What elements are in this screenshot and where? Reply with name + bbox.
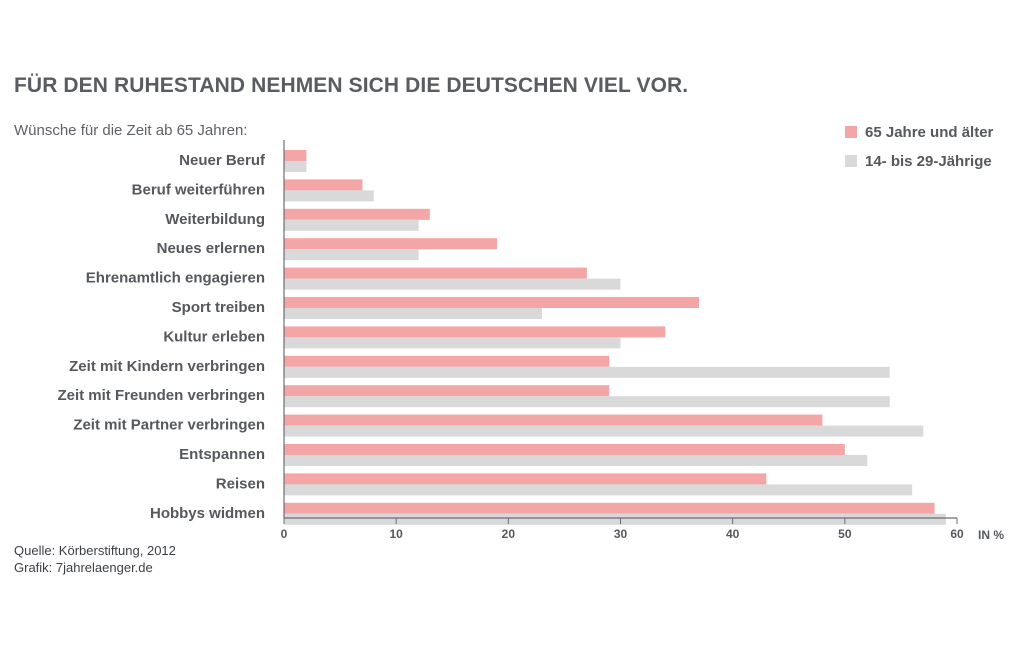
- x-tick-label: 60: [950, 527, 964, 541]
- bar-older-ehrenamtlich-engagieren: [284, 267, 587, 279]
- bar-older-zeit-mit-kindern-verbringen: [284, 355, 610, 367]
- bar-younger-zeit-mit-freunden-verbringen: [284, 396, 890, 408]
- bar-younger-zeit-mit-partner-verbringen: [284, 425, 924, 437]
- bar-older-neuer-beruf: [284, 150, 307, 161]
- source-note: Quelle: Körberstiftung, 2012 Grafik: 7ja…: [14, 542, 176, 576]
- category-label: Sport treiben: [172, 299, 265, 316]
- legend: 65 Jahre und älter 14- bis 29-Jährige: [845, 122, 993, 180]
- category-label: Beruf weiterführen: [132, 181, 265, 198]
- source-text: Quelle: Körberstiftung, 2012: [14, 543, 176, 558]
- bar-older-entspannen: [284, 444, 845, 455]
- bar-younger-neues-erlernen: [284, 249, 419, 261]
- bar-younger-entspannen: [284, 455, 868, 466]
- bar-younger-reisen: [284, 484, 913, 496]
- bar-older-beruf-weiterf-hren: [284, 179, 363, 191]
- bar-younger-zeit-mit-kindern-verbringen: [284, 366, 890, 378]
- legend-item-younger: 14- bis 29-Jährige: [845, 151, 993, 171]
- category-label: Kultur erleben: [163, 328, 265, 345]
- x-tick-label: 50: [838, 527, 852, 541]
- category-label: Entspannen: [179, 446, 265, 463]
- bar-older-hobbys-widmen: [284, 502, 935, 514]
- bar-older-kultur-erleben: [284, 326, 666, 338]
- bar-older-reisen: [284, 473, 767, 485]
- bar-younger-ehrenamtlich-engagieren: [284, 278, 621, 290]
- category-label: Hobbys widmen: [150, 505, 265, 522]
- bar-younger-neuer-beruf: [284, 161, 307, 172]
- bar-younger-weiterbildung: [284, 219, 419, 231]
- bar-older-sport-treiben: [284, 297, 700, 308]
- bar-older-zeit-mit-partner-verbringen: [284, 414, 823, 426]
- category-label: Reisen: [216, 475, 265, 492]
- chart-title: FÜR DEN RUHESTAND NEHMEN SICH DIE DEUTSC…: [14, 74, 689, 97]
- bar-younger-kultur-erleben: [284, 337, 621, 349]
- credit-text: Grafik: 7jahrelaenger.de: [14, 560, 153, 575]
- x-tick-label: 0: [281, 527, 288, 541]
- legend-swatch-younger: [845, 155, 857, 167]
- category-label: Zeit mit Partner verbringen: [73, 417, 265, 434]
- legend-swatch-older: [845, 126, 857, 138]
- legend-label-younger: 14- bis 29-Jährige: [865, 152, 992, 170]
- category-label: Neuer Beruf: [179, 152, 266, 169]
- x-axis-label: IN %: [978, 528, 1004, 542]
- x-tick-label: 10: [389, 527, 403, 541]
- category-label: Zeit mit Freunden verbringen: [57, 387, 265, 404]
- category-label: Neues erlernen: [157, 240, 265, 257]
- legend-item-older: 65 Jahre und älter: [845, 122, 993, 142]
- x-tick-label: 30: [614, 527, 628, 541]
- category-label: Zeit mit Kindern verbringen: [69, 358, 265, 375]
- bar-younger-beruf-weiterf-hren: [284, 190, 374, 202]
- category-label: Weiterbildung: [165, 211, 265, 228]
- legend-label-older: 65 Jahre und älter: [865, 123, 994, 141]
- category-label: Ehrenamtlich engagieren: [86, 270, 265, 287]
- bar-older-neues-erlernen: [284, 238, 498, 250]
- x-tick-label: 40: [726, 527, 740, 541]
- x-tick-label: 20: [502, 527, 516, 541]
- bar-older-zeit-mit-freunden-verbringen: [284, 385, 610, 397]
- chart-subtitle: Wünsche für die Zeit ab 65 Jahren:: [14, 122, 248, 139]
- bar-older-weiterbildung: [284, 208, 430, 220]
- bar-younger-hobbys-widmen: [284, 513, 946, 525]
- bar-younger-sport-treiben: [284, 308, 542, 319]
